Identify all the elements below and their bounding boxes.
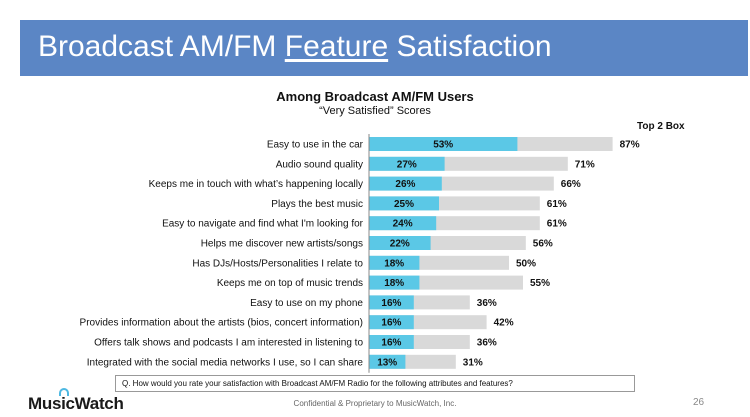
very-satisfied-value-label: 18% <box>384 258 404 269</box>
category-label: Audio sound quality <box>276 159 363 170</box>
very-satisfied-bar <box>369 236 431 250</box>
category-label: Integrated with the social media network… <box>87 357 364 368</box>
top2-value-label: 42% <box>494 318 514 329</box>
very-satisfied-value-label: 27% <box>397 159 417 170</box>
very-satisfied-bar <box>369 354 406 369</box>
category-label: Easy to use in the car <box>267 140 364 151</box>
very-satisfied-value-label: 16% <box>381 338 401 349</box>
very-satisfied-value-label: 13% <box>377 357 397 368</box>
top2-value-label: 36% <box>477 338 497 349</box>
title-part: Broadcast AM/FM <box>38 30 285 63</box>
category-label: Helps me discover new artists/songs <box>201 239 363 250</box>
top2-value-label: 55% <box>530 278 550 289</box>
very-satisfied-bar <box>369 156 445 171</box>
category-label: Has DJs/Hosts/Personalities I relate to <box>192 258 363 269</box>
very-satisfied-value-label: 16% <box>381 318 401 329</box>
top2-value-label: 50% <box>516 258 536 269</box>
category-label: Plays the best music <box>271 199 363 210</box>
top2-value-label: 36% <box>477 298 497 309</box>
top2-value-label: 31% <box>463 357 483 368</box>
title-underlined-word: Feature <box>284 30 389 63</box>
very-satisfied-bar <box>369 335 414 349</box>
very-satisfied-bar <box>369 315 414 330</box>
category-label: Keeps me in touch with what’s happening … <box>149 179 363 190</box>
very-satisfied-value-label: 25% <box>394 199 414 210</box>
very-satisfied-value-label: 24% <box>393 219 413 230</box>
chart-subtitle: “Very Satisfied” Scores <box>319 105 431 117</box>
top2-value-label: 61% <box>547 199 567 210</box>
very-satisfied-bar <box>369 176 442 191</box>
very-satisfied-bar <box>369 137 518 151</box>
category-label: Provides information about the artists (… <box>80 318 363 329</box>
very-satisfied-value-label: 16% <box>381 298 401 309</box>
musicwatch-logo: MusicWatch <box>28 388 124 414</box>
very-satisfied-bar <box>369 216 437 231</box>
very-satisfied-value-label: 53% <box>433 140 453 151</box>
title-part: Satisfaction <box>388 30 552 63</box>
question-box: Q. How would you rate your satisfaction … <box>115 375 635 392</box>
very-satisfied-bar <box>369 196 439 211</box>
very-satisfied-value-label: 26% <box>395 179 415 190</box>
category-label: Easy to navigate and find what I'm looki… <box>162 219 364 230</box>
very-satisfied-bar <box>369 255 420 270</box>
title-bar: Broadcast AM/FM Feature Satisfaction <box>20 20 748 76</box>
category-label: Keeps me on top of music trends <box>217 278 363 289</box>
top2-value-label: 87% <box>620 140 640 151</box>
very-satisfied-value-label: 22% <box>390 239 410 250</box>
footer-confidential: Confidential & Proprietary to MusicWatch… <box>293 399 457 408</box>
top2-value-label: 56% <box>533 239 553 250</box>
very-satisfied-bar <box>369 275 420 290</box>
very-satisfied-bar <box>369 295 414 310</box>
category-label: Easy to use on my phone <box>250 298 363 309</box>
very-satisfied-value-label: 18% <box>384 278 404 289</box>
top2-value-label: 71% <box>575 159 595 170</box>
page-title: Broadcast AM/FM Feature Satisfaction <box>38 30 552 64</box>
category-label: Offers talk shows and podcasts I am inte… <box>94 338 363 349</box>
logo-text: MusicWatch <box>28 394 124 413</box>
top2-value-label: 66% <box>561 179 581 190</box>
top2-box-label: Top 2 Box <box>637 121 685 132</box>
logo-arc-icon <box>59 388 69 396</box>
page-number: 26 <box>693 397 705 408</box>
chart-title: Among Broadcast AM/FM Users <box>276 89 474 104</box>
top2-value-label: 61% <box>547 219 567 230</box>
